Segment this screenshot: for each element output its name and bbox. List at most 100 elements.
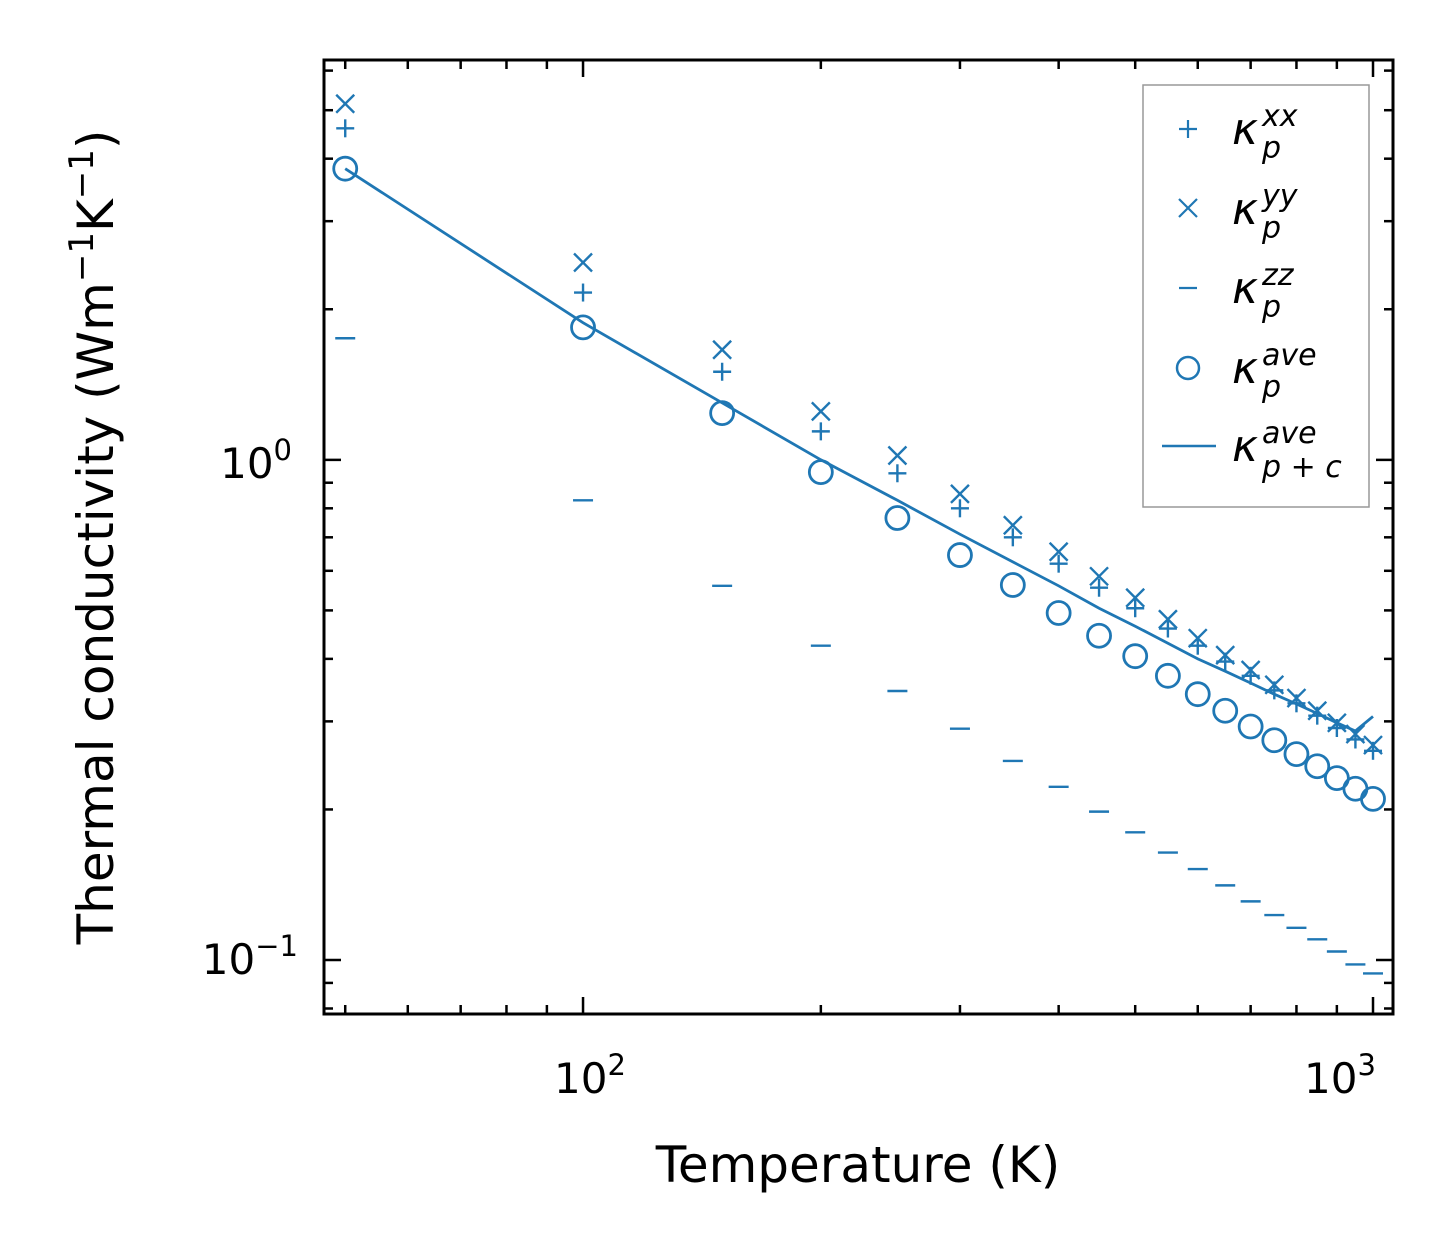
point-kappa_p_yy-100K [573,252,593,273]
series-kappa_p_ave [332,155,1386,812]
point-kappa_p_ave-500K [1122,643,1149,670]
legend-entry-kappa-yy: κ yy p [1178,179,1299,246]
y-axis-title: Thermal conductivity (Wm−1K−1) [62,130,125,946]
point-kappa_p_xx-100K [574,283,593,302]
plot-frame [322,58,1395,1016]
point-kappa_p_ave-650K [1212,697,1239,724]
point-kappa_p_yy-650K-b [1215,645,1236,665]
legend-entry-kappa-ave: κ ave p [1175,338,1317,405]
point-kappa_p_yy-850K-b [1307,700,1328,721]
x-tick-label-100: 102 [554,1048,626,1103]
legend-entry-kappa-xx: κ xx p [1179,99,1298,166]
series-kappa_p_yy [335,93,1383,755]
point-kappa_p_yy-350K [1002,515,1023,536]
point-kappa_p_yy-50K-b [335,93,356,114]
series-kappa_p+c_ave [344,167,1374,733]
legend-label-kappa-pc-ave: κ [1232,421,1258,472]
point-kappa_p_ave-850K [1304,753,1331,780]
point-kappa_p_yy-1000K [1363,735,1383,755]
legend-marker-x [1178,198,1198,218]
legend-sup-kappa-yy: yy [1261,179,1299,214]
legend-marker-circle [1175,355,1201,381]
point-kappa_p_yy-350K-b [1002,515,1023,536]
point-kappa_p_yy-450K [1089,566,1109,587]
point-kappa_p_yy-250K-b [887,445,908,466]
point-kappa_p_yy-800K-b [1286,688,1307,708]
point-kappa_p_xx-500K [1126,599,1145,618]
legend-sub-kappa-pc-ave: p + c [1261,450,1342,485]
point-kappa_p_yy-300K-b [950,484,970,504]
point-kappa_p_yy-200K [810,401,831,422]
point-kappa_p_yy-800K [1286,688,1307,708]
point-kappa_p_xx-450K [1090,578,1109,597]
point-kappa_p_xx-150K [713,362,732,381]
legend-entry-kappa-zz: κ zz p [1179,258,1295,325]
point-kappa_p_ave-450K [1086,622,1112,649]
point-kappa_p_yy-400K-b [1048,541,1069,562]
point-kappa_p_yy-100K-b [573,252,593,273]
point-kappa_p_yy-600K-b [1187,628,1208,649]
legend-entry-kappa-pc-ave: κ ave p + c [1162,416,1342,485]
point-kappa_p_yy-450K-b [1089,566,1109,587]
legend-sub-kappa-yy: p [1261,211,1281,246]
point-kappa_p_yy-500K [1125,587,1146,608]
legend-sup-kappa-ave: ave [1262,338,1317,373]
legend-marker-plus [1179,120,1197,138]
point-kappa_p_yy-250K [887,445,908,466]
point-kappa_p_yy-500K-b [1125,587,1146,608]
point-kappa_p_yy-1000K-b [1363,735,1383,755]
x-tick-labels: 102 103 [554,1048,1376,1103]
x-tick-label-1000: 103 [1304,1048,1376,1103]
legend-sub-kappa-zz: p [1261,290,1281,325]
point-kappa_p_xx-50K [336,119,355,138]
point-kappa_p_yy-550K [1158,609,1178,630]
major-ticks [324,60,1393,1014]
point-kappa_p_yy-650K [1215,645,1236,665]
point-kappa_p_yy-400K [1048,541,1069,562]
legend-sub-kappa-ave: p [1261,370,1281,405]
legend-sup-kappa-pc-ave: ave [1262,416,1317,451]
point-kappa_p_xx-200K [811,422,830,441]
point-kappa_p_yy-150K-b [712,339,732,360]
point-kappa_p_ave-600K [1184,681,1211,708]
point-kappa_p_ave-800K [1283,741,1310,768]
point-kappa_p_yy-600K [1187,628,1208,649]
legend: κ xx p κ yy p κ zz p κ ave p κ [1142,84,1370,508]
series-line-kappa_p+c_ave [344,167,1374,733]
point-kappa_p_xx-250K [888,464,907,483]
legend-label-kappa-yy: κ [1232,184,1258,235]
x-axis-title: Temperature (K) [655,1136,1060,1194]
point-kappa_p_ave-1000K [1360,785,1386,812]
point-kappa_p_ave-400K [1045,600,1072,626]
point-kappa_p_yy-150K [712,339,732,360]
legend-sup-kappa-zz: zz [1261,258,1295,293]
point-kappa_p_ave-50K [332,155,359,182]
point-kappa_p_ave-550K [1155,662,1181,689]
point-kappa_p_xx-400K [1049,554,1068,573]
point-kappa_p_ave-700K [1237,713,1264,740]
point-kappa_p_yy-300K [950,484,970,504]
legend-label-kappa-ave: κ [1232,343,1258,394]
point-kappa_p_ave-350K [999,572,1026,598]
point-kappa_p_yy-550K-b [1158,609,1178,630]
point-kappa_p_yy-700K [1240,660,1261,680]
point-kappa_p_yy-200K-b [810,401,831,422]
series-kappa_p_zz [335,337,1384,975]
point-kappa_p_ave-250K [884,505,911,531]
legend-sup-kappa-xx: xx [1261,99,1298,134]
plot-series [332,93,1386,975]
y-tick-label-1: 100 [220,433,292,488]
point-kappa_p_yy-950K-b [1345,724,1366,744]
point-kappa_p_xx-300K [950,499,969,518]
legend-sub-kappa-xx: p [1261,131,1281,166]
y-tick-labels: 100 10−1 [202,433,298,984]
legend-label-kappa-zz: κ [1232,263,1258,314]
legend-frame [1142,84,1370,508]
point-kappa_p_yy-50K [335,93,356,114]
legend-label-kappa-xx: κ [1232,104,1258,155]
point-kappa_p_ave-750K [1261,727,1288,754]
point-kappa_p_ave-300K [947,542,973,568]
y-tick-label-0.1: 10−1 [202,929,298,984]
point-kappa_p_yy-700K-b [1240,660,1261,680]
